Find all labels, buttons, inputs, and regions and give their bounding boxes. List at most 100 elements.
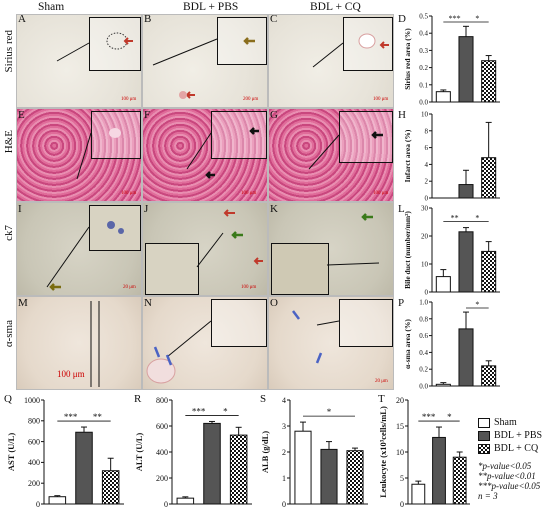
chart-P: 0.0 0.2 0.4 0.6 0.8 1.0 α-sma area (%) * xyxy=(403,298,500,390)
scalebar-I: 20 μm xyxy=(123,285,136,290)
tick-label-s-3: 3 xyxy=(282,422,286,431)
panel-letter-N: N xyxy=(144,297,152,309)
scalebar-G: 100 μm xyxy=(373,191,389,196)
bar-h-1 xyxy=(458,184,474,199)
micrograph-G: 100 μm xyxy=(268,108,394,202)
y-axis-label-h: Infarct area (%) xyxy=(403,129,412,182)
scalebar-O: 20 μm xyxy=(375,379,388,384)
tick-label-l-0: 0 xyxy=(425,288,429,296)
y-axis-label-l: Bile duct (number/mm²) xyxy=(403,211,412,289)
micrograph-C: 100 μm xyxy=(268,14,394,108)
bar-p-0 xyxy=(435,383,451,387)
sig-label-r-1: * xyxy=(223,406,228,416)
panel-letter-E: E xyxy=(18,109,25,121)
tick-label-p-4: 0.8 xyxy=(419,315,428,323)
tick-label-p-1: 0.2 xyxy=(419,366,428,374)
y-axis-label-p: α-sma area (%) xyxy=(403,319,412,369)
micrograph-B: 200 μm xyxy=(142,14,268,108)
panel-letter-Q: Q xyxy=(4,393,12,405)
panel-letter-K: K xyxy=(270,203,278,215)
legend-label-sham: Sham xyxy=(494,417,517,428)
tick-label-t-1: 5 xyxy=(400,474,404,483)
tick-label-d-5: 0.5 xyxy=(419,12,428,20)
bar-d-1 xyxy=(458,36,474,103)
bar-q-2 xyxy=(101,470,120,505)
tick-label-d-4: 0.4 xyxy=(419,30,428,38)
y-axis-label-s: ALB (g/dL) xyxy=(260,431,270,473)
tick-label-t-3: 15 xyxy=(396,422,404,431)
tick-label-h-4: 8 xyxy=(425,127,429,135)
legend-note-2: **p-value<0.01 xyxy=(478,471,536,481)
tick-label-t-2: 10 xyxy=(396,448,404,457)
tick-label-r-0: 0 xyxy=(164,500,168,509)
tick-label-l-1: 10 xyxy=(421,260,429,268)
panel-letter-R: R xyxy=(134,393,142,405)
tick-label-q-0: 0 xyxy=(36,500,40,509)
legend-item-sham: Sham xyxy=(478,416,550,429)
inset-B xyxy=(217,17,267,65)
bar-l-2 xyxy=(481,250,497,293)
tick-label-h-0: 0 xyxy=(425,194,429,202)
panel-letter-S: S xyxy=(260,393,267,405)
legend-label-pbs: BDL + PBS xyxy=(494,430,543,441)
micrograph-M: 100 μm xyxy=(16,296,142,390)
bar-t-2 xyxy=(452,456,467,505)
tick-label-d-2: 0.2 xyxy=(419,64,428,72)
panel-letter-J: J xyxy=(144,203,149,215)
micrograph-O: 20 μm xyxy=(268,296,394,390)
inset-G xyxy=(339,111,393,163)
chart-H: 0 2 4 6 8 10 Infarct area (%) xyxy=(403,110,500,202)
tick-label-q-5: 1000 xyxy=(24,396,40,405)
tick-label-s-0: 0 xyxy=(282,500,286,509)
legend-swatch-cq xyxy=(478,443,490,454)
micrograph-N xyxy=(142,296,268,390)
header-sham: Sham xyxy=(38,1,65,13)
inset-O xyxy=(339,299,393,347)
panel-letter-D: D xyxy=(398,13,406,25)
sig-label-r-0: *** xyxy=(192,406,206,416)
panel-letter-T: T xyxy=(378,393,385,405)
inset-K xyxy=(271,243,329,295)
panel-letter-G: G xyxy=(270,109,278,121)
legend-note-n: n = 3 xyxy=(478,491,498,501)
panel-letter-M: M xyxy=(18,297,28,309)
scalebar-F: 100 μm xyxy=(241,191,257,196)
tick-label-d-1: 0.1 xyxy=(419,81,428,89)
bar-s-2 xyxy=(346,450,364,505)
bar-q-1 xyxy=(75,431,93,505)
inset-N xyxy=(211,299,267,347)
tick-label-l-2: 20 xyxy=(421,232,429,240)
bar-t-1 xyxy=(432,436,446,505)
sig-label-t-1: * xyxy=(447,412,452,422)
micrograph-A: 100 μm xyxy=(16,14,142,108)
tick-label-p-2: 0.4 xyxy=(419,349,428,357)
sig-label-t-0: *** xyxy=(422,412,436,422)
scalebar-J: 100 μm xyxy=(241,285,257,290)
tick-label-t-0: 0 xyxy=(400,500,404,509)
scalebar-A: 100 μm xyxy=(121,97,137,102)
scalebar-C: 100 μm xyxy=(373,97,389,102)
bar-r-1 xyxy=(203,422,221,505)
legend-label-cq: BDL + CQ xyxy=(494,443,539,454)
micrograph-F: 100 μm xyxy=(142,108,268,202)
panel-letter-I: I xyxy=(18,203,22,215)
sig-label-q-0: *** xyxy=(64,412,78,422)
scalebar-B: 200 μm xyxy=(243,97,259,102)
bar-r-2 xyxy=(229,434,248,505)
header-bdl-cq: BDL + CQ xyxy=(310,1,361,13)
tick-label-q-1: 200 xyxy=(28,479,40,488)
panel-letter-F: F xyxy=(144,109,151,121)
y-axis-label-q: AST (U/L) xyxy=(6,433,16,472)
panel-letter-C: C xyxy=(270,13,278,25)
inset-A xyxy=(89,17,141,71)
panel-letter-A: A xyxy=(18,13,26,25)
sig-label-d-1: * xyxy=(475,14,479,23)
tick-label-d-0: 0.0 xyxy=(419,98,428,106)
legend-note-3: ***p-value<0.05 xyxy=(478,481,541,491)
bar-p-1 xyxy=(458,328,474,387)
sig-label-p-0: * xyxy=(475,300,479,309)
